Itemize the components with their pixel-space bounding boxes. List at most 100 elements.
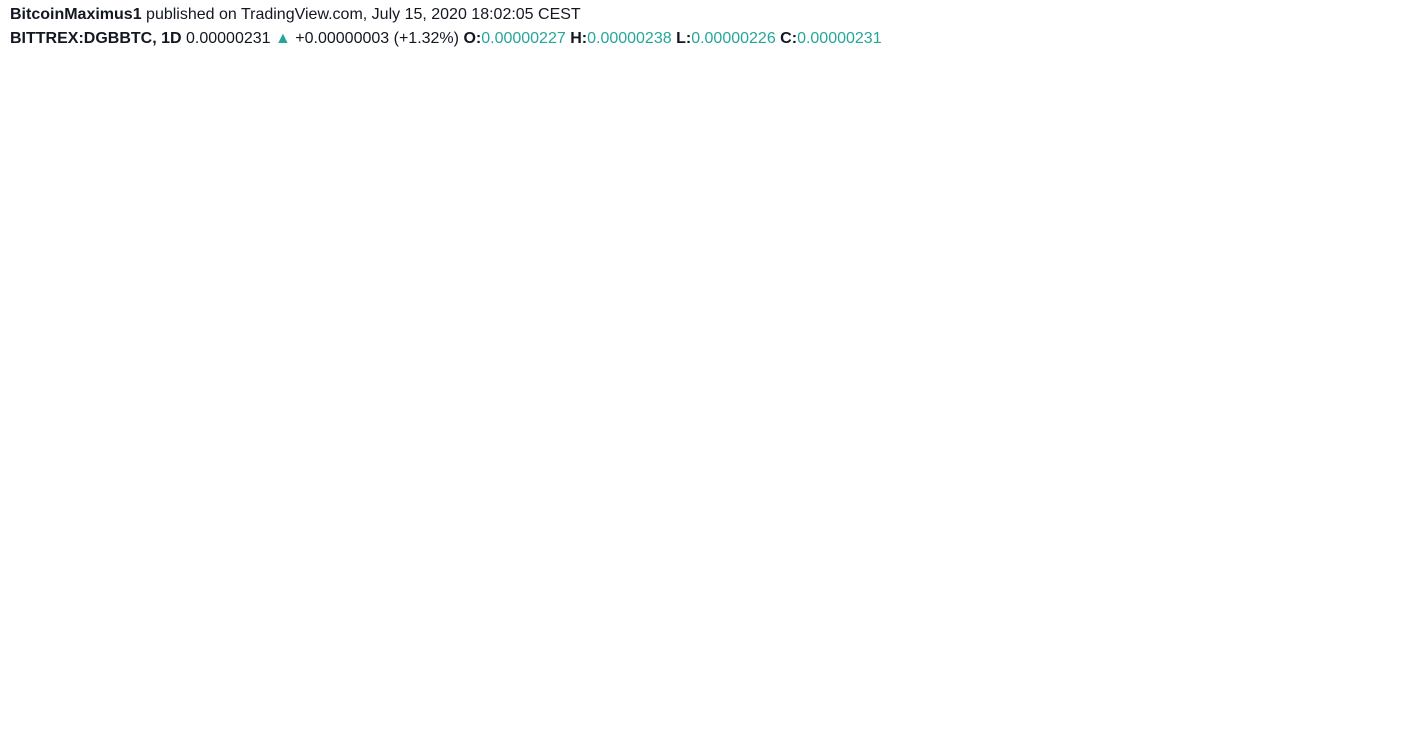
logo-shape — [10, 714, 42, 728]
header-line-1: BitcoinMaximus1 published on TradingView… — [10, 6, 581, 24]
candle-body — [414, 249, 423, 262]
candle-body — [879, 244, 888, 267]
countdown: 07:57:56 — [1335, 255, 1390, 271]
signal-marker — [945, 161, 965, 171]
candle-body — [707, 183, 716, 256]
candle-body — [919, 252, 928, 259]
candle-body — [990, 230, 999, 246]
candle-body — [747, 273, 756, 336]
candle-body — [202, 420, 211, 475]
candle-body — [182, 515, 191, 557]
candle-body — [737, 233, 746, 275]
candle-body — [556, 332, 565, 374]
trendline — [235, 290, 1217, 509]
candle-body — [858, 236, 867, 270]
low: 0.00000226 — [691, 30, 776, 47]
candle-body — [243, 441, 252, 477]
candle-body — [505, 297, 514, 315]
candle-body — [899, 254, 908, 259]
chart-title: DigiByte / Bitcoin, 1D, BITTREX — [20, 75, 244, 92]
candle-body — [677, 321, 686, 406]
chart-background — [10, 60, 1410, 693]
close: 0.00000231 — [797, 30, 882, 47]
axes: 0.00000280 0.00000260 0.00000240 0.00000220… — [78, 101, 1410, 685]
candle-body — [838, 310, 847, 318]
brand: TradingView — [47, 713, 135, 730]
symbol: BITTREX:DGBBTC, 1D — [10, 30, 182, 47]
candle-body — [283, 294, 292, 366]
candle-body — [546, 321, 555, 334]
candle-body — [667, 382, 676, 392]
candle-body — [626, 356, 635, 368]
candle-body — [788, 278, 797, 358]
candle-body — [384, 217, 393, 312]
candle-body — [1020, 238, 1029, 251]
candle-body — [586, 369, 595, 379]
candle-body — [515, 265, 524, 296]
x-tick-label: Jul — [873, 669, 893, 685]
candle-body — [404, 228, 413, 262]
brand-logo — [10, 714, 42, 728]
low-label: L: — [676, 30, 692, 47]
candle-body — [636, 366, 645, 382]
open-label: O: — [463, 30, 482, 47]
candle-body — [475, 409, 484, 451]
candle-body — [223, 268, 232, 395]
candle-body — [374, 281, 383, 312]
candle-body — [162, 555, 171, 563]
arrow: ▲ — [275, 30, 291, 47]
candle-body — [334, 193, 343, 211]
candle-body — [929, 244, 938, 270]
candle-body — [697, 183, 706, 283]
candle-body — [717, 244, 726, 256]
countdown-box — [1325, 251, 1399, 275]
candle-body — [495, 308, 504, 315]
candle-body — [313, 159, 322, 286]
candle-body — [233, 364, 242, 477]
candle-body — [212, 268, 221, 427]
price-label-box — [1300, 227, 1410, 251]
candle-body — [909, 252, 918, 259]
rsi-pane — [10, 568, 1300, 657]
candle-body — [576, 364, 585, 371]
candle-body — [273, 364, 282, 387]
open: 0.00000227 — [481, 30, 566, 47]
candle-body — [172, 558, 181, 563]
trendline — [309, 138, 1267, 244]
y-tick-label: 0.00000140 — [1309, 474, 1383, 490]
candle-body — [455, 350, 464, 366]
candle-body — [798, 278, 807, 294]
x-tick-label: 15 — [714, 669, 730, 685]
candle-body — [848, 268, 857, 318]
candle-body — [152, 553, 161, 557]
candle-body — [959, 215, 968, 240]
candle-body — [939, 215, 948, 246]
y-tick-label: 0.00000240 — [1309, 208, 1383, 224]
published: published on TradingView.com, July 15, 2… — [146, 6, 581, 23]
candle-body — [142, 550, 151, 557]
candle-body — [434, 262, 443, 323]
candle-body — [828, 289, 837, 312]
y-tick-label: 0.00000180 — [1309, 367, 1383, 383]
moving-average — [375, 439, 1025, 567]
candle-body — [778, 353, 787, 366]
rsi-line — [55, 568, 1025, 657]
candle-body — [646, 380, 655, 387]
candle-body — [949, 212, 958, 217]
candle-body — [818, 289, 827, 315]
y-tick-label: 0.00000120 — [1309, 527, 1383, 543]
candle-body — [253, 396, 262, 443]
candle-body — [263, 385, 272, 398]
candle-body — [1000, 228, 1009, 232]
candle-body — [293, 281, 302, 296]
y-tick-label: 0.00000280 — [1309, 101, 1383, 117]
candle-body — [525, 265, 534, 288]
candle-body — [657, 382, 666, 387]
candle-body — [1010, 228, 1019, 246]
candle-body — [424, 249, 433, 264]
candle-body — [757, 332, 766, 371]
close-label: C: — [780, 30, 798, 47]
main-pane — [142, 61, 1267, 567]
candle-body — [889, 252, 898, 264]
price-label: 0.00000231 — [1309, 231, 1383, 247]
